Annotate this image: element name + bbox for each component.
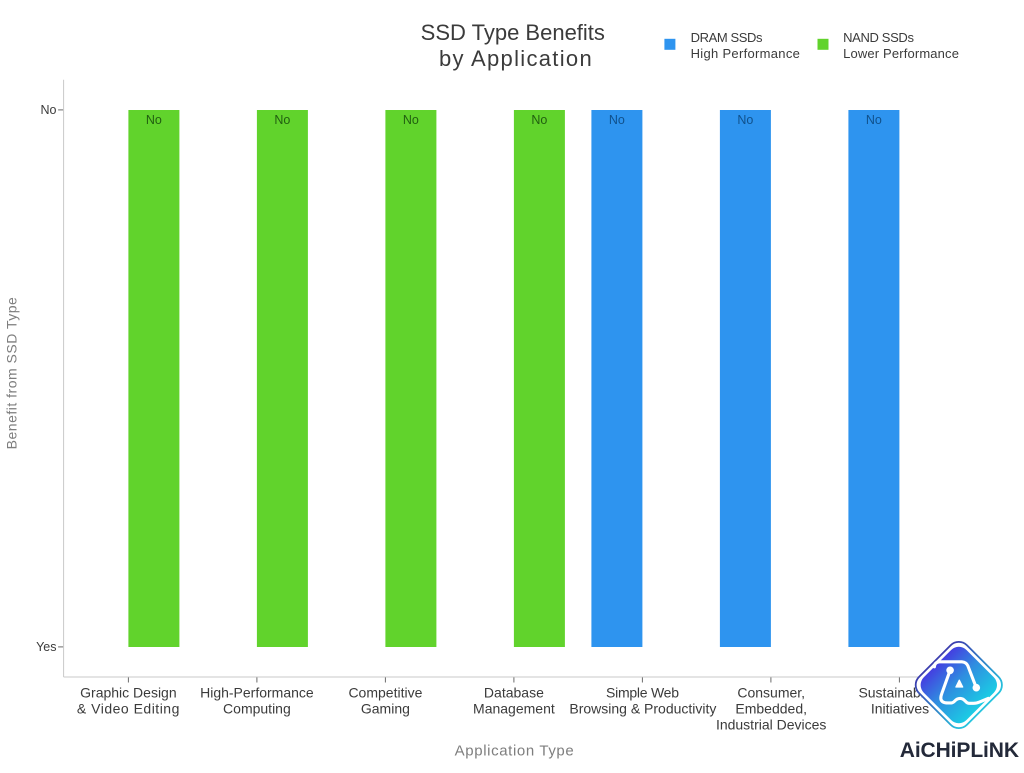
svg-text:Yes: Yes bbox=[36, 640, 56, 654]
svg-text:Application Type: Application Type bbox=[455, 743, 575, 760]
svg-text:DRAM SSDs: DRAM SSDs bbox=[691, 30, 763, 45]
svg-text:Competitive: Competitive bbox=[348, 685, 422, 701]
svg-text:No: No bbox=[403, 113, 419, 127]
svg-text:Database: Database bbox=[484, 685, 544, 701]
svg-text:Gaming: Gaming bbox=[361, 701, 410, 717]
svg-text:Benefit from SSD Type: Benefit from SSD Type bbox=[4, 297, 20, 450]
svg-text:Browsing & Productivity: Browsing & Productivity bbox=[569, 701, 716, 717]
svg-text:Initiatives: Initiatives bbox=[871, 701, 929, 717]
svg-text:Embedded,: Embedded, bbox=[735, 701, 807, 717]
svg-text:Graphic Design: Graphic Design bbox=[80, 685, 177, 701]
svg-text:Management: Management bbox=[473, 701, 555, 717]
svg-text:No: No bbox=[146, 113, 162, 127]
svg-text:& Video Editing: & Video Editing bbox=[77, 701, 180, 717]
svg-text:Simple Web: Simple Web bbox=[606, 685, 679, 701]
svg-text:Consumer,: Consumer, bbox=[737, 685, 805, 701]
svg-text:High Performance: High Performance bbox=[691, 46, 801, 61]
svg-text:No: No bbox=[737, 113, 753, 127]
svg-text:No: No bbox=[41, 103, 57, 117]
svg-text:Lower Performance: Lower Performance bbox=[843, 46, 959, 61]
svg-text:Industrial Devices: Industrial Devices bbox=[716, 717, 827, 733]
svg-text:No: No bbox=[866, 113, 882, 127]
svg-text:AiCHiPLiNK: AiCHiPLiNK bbox=[900, 739, 1019, 762]
svg-text:High-Performance: High-Performance bbox=[200, 685, 314, 701]
svg-text:by Application: by Application bbox=[439, 46, 593, 71]
svg-text:No: No bbox=[274, 113, 290, 127]
svg-text:Computing: Computing bbox=[223, 701, 291, 717]
svg-text:SSD Type Benefits: SSD Type Benefits bbox=[421, 20, 605, 45]
svg-text:No: No bbox=[609, 113, 625, 127]
svg-text:NAND SSDs: NAND SSDs bbox=[843, 30, 914, 45]
svg-text:No: No bbox=[531, 113, 547, 127]
